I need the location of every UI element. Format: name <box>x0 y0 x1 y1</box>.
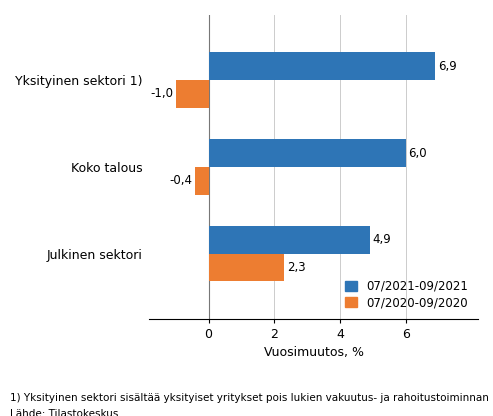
Bar <box>209 226 370 254</box>
Text: 1) Yksityinen sektori sisältää yksityiset yritykset pois lukien vakuutus- ja rah: 1) Yksityinen sektori sisältää yksityise… <box>10 393 493 403</box>
Text: 6,9: 6,9 <box>438 60 457 73</box>
Bar <box>209 52 435 80</box>
Bar <box>176 80 209 108</box>
Text: 2,3: 2,3 <box>287 261 305 274</box>
X-axis label: Vuosimuutos, %: Vuosimuutos, % <box>264 347 364 359</box>
Text: 6,0: 6,0 <box>408 146 427 159</box>
Text: -1,0: -1,0 <box>150 87 173 101</box>
Text: 4,9: 4,9 <box>372 233 391 246</box>
Bar <box>209 139 406 167</box>
Text: -0,4: -0,4 <box>170 174 193 187</box>
Bar <box>195 167 209 195</box>
Bar <box>209 254 284 282</box>
Text: Lähde: Tilastokeskus: Lähde: Tilastokeskus <box>10 409 118 416</box>
Legend: 07/2021-09/2021, 07/2020-09/2020: 07/2021-09/2021, 07/2020-09/2020 <box>342 276 472 313</box>
